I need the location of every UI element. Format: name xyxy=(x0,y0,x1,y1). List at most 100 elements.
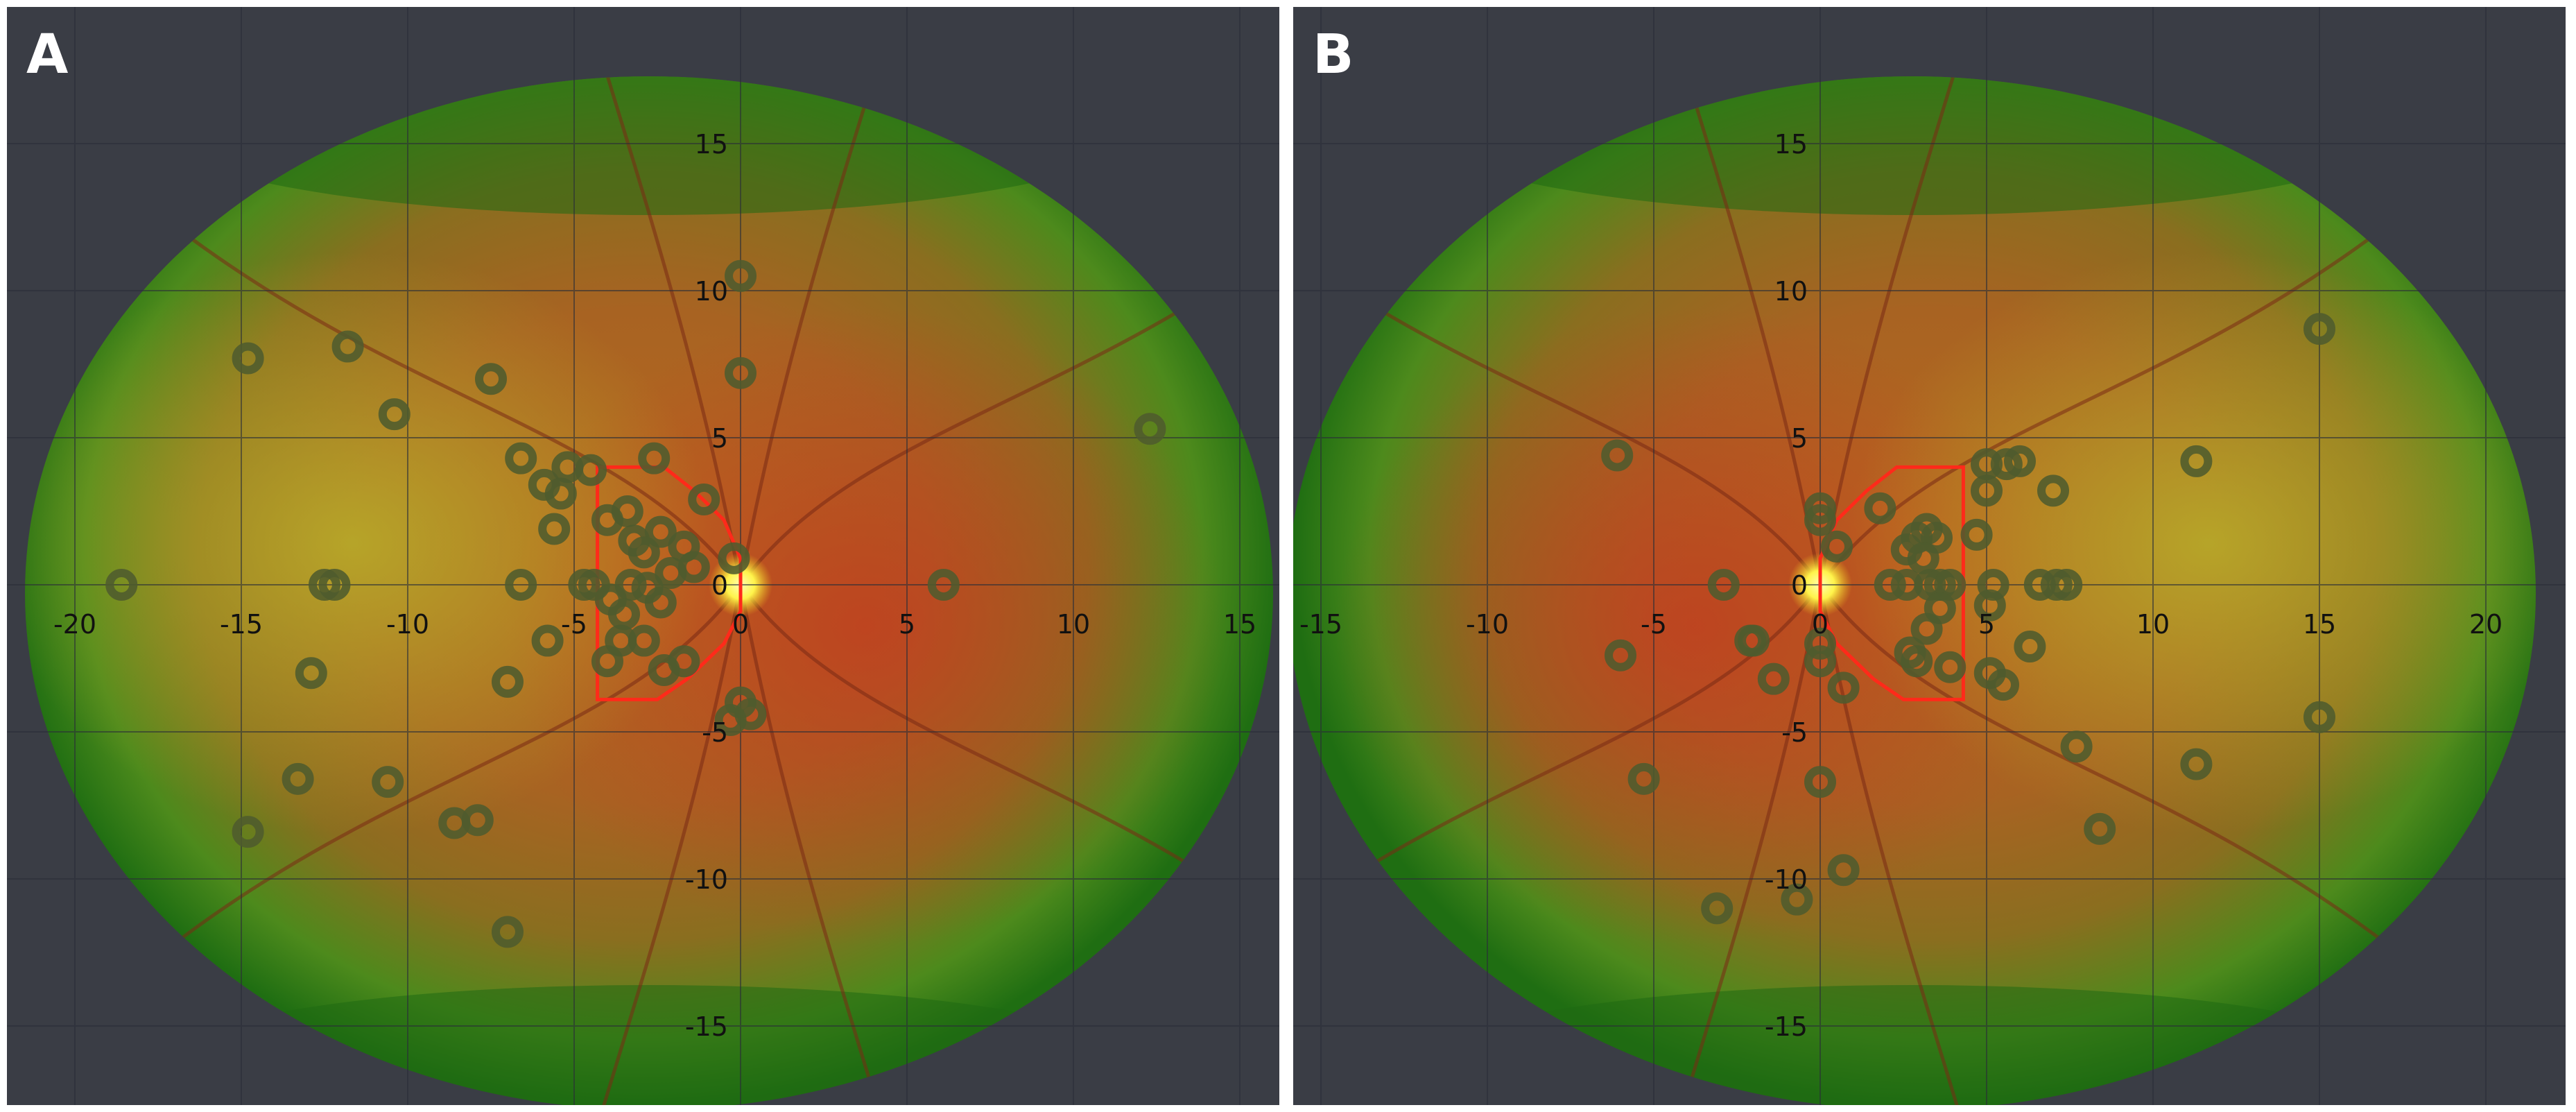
y-tick-label: 0 xyxy=(711,570,728,601)
y-tick-label: -15 xyxy=(685,1011,728,1042)
perimetry-mark xyxy=(1924,592,1956,624)
fundus-field xyxy=(25,76,1273,1105)
red-outline xyxy=(1818,465,1965,701)
perimetry-mark xyxy=(1827,672,1860,704)
perimetry-mark xyxy=(655,557,687,590)
perimetry-mark xyxy=(2303,701,2335,733)
perimetry-mark xyxy=(1605,639,1636,672)
perimetry-mark xyxy=(1987,669,2019,701)
perimetry-mark xyxy=(105,569,138,601)
fundus-panel-b: -15 -10 -5 0 5 10 15 20 15 10 5 -5 -10 -15 0 B xyxy=(1293,7,2566,1105)
perimetry-mark xyxy=(2060,730,2093,763)
perimetry-mark xyxy=(1907,542,1939,574)
x-tick-label: 5 xyxy=(1978,609,1995,640)
perimetry-mark xyxy=(538,513,571,545)
panel-label-b: B xyxy=(1313,24,1354,86)
perimetry-mark xyxy=(378,398,410,431)
fundus-image-a: -20 -15 -10 -5 0 5 10 15 15 10 5 -5 -10 -15 0 xyxy=(7,7,1279,1105)
x-tick-label: -5 xyxy=(1641,609,1667,640)
x-tick-label: -15 xyxy=(1299,609,1342,640)
perimetry-mark xyxy=(668,645,700,678)
perimetry-mark xyxy=(1804,627,1836,660)
perimetry-mark xyxy=(1921,522,1953,554)
coordinate-grid xyxy=(1293,7,2566,1105)
fundus-panel-a: -20 -15 -10 -5 0 5 10 15 15 10 5 -5 -10 -15 0 A xyxy=(7,7,1279,1105)
perimetry-mark xyxy=(1781,883,1813,916)
perimetry-mark xyxy=(461,804,494,837)
perimetry-mark xyxy=(628,624,660,657)
perimetry-mark xyxy=(1134,413,1166,445)
tick-labels: -15 -10 -5 0 5 10 15 20 15 10 5 -5 -10 -15 0 xyxy=(1299,129,2502,1042)
x-tick-label: -15 xyxy=(220,609,263,640)
perimetry-mark xyxy=(372,766,404,798)
red-outline xyxy=(596,465,743,701)
perimetry-mark xyxy=(1804,645,1836,678)
perimetry-mark xyxy=(475,363,507,395)
x-tick-label: 10 xyxy=(2136,609,2170,640)
perimetry-mark xyxy=(1707,569,1740,601)
y-tick-label: 10 xyxy=(1774,276,1808,307)
perimetry-mark xyxy=(1973,589,2006,622)
x-tick-label: 10 xyxy=(1057,609,1090,640)
perimetry-marks xyxy=(105,259,1166,948)
y-tick-label: -5 xyxy=(1781,717,1808,748)
perimetry-mark xyxy=(2180,748,2213,780)
x-tick-label: -5 xyxy=(561,609,587,640)
y-tick-label: 15 xyxy=(1774,129,1808,160)
perimetry-mark xyxy=(725,259,757,292)
perimetry-mark xyxy=(295,657,327,690)
perimetry-mark xyxy=(505,442,537,474)
perimetry-mark xyxy=(628,536,660,569)
perimetry-mark xyxy=(1864,492,1896,524)
perimetry-mark xyxy=(1601,439,1634,472)
perimetry-mark xyxy=(282,762,314,795)
perimetry-mark xyxy=(2050,569,2083,601)
perimetry-mark xyxy=(927,569,960,601)
perimetry-mark xyxy=(1804,766,1836,798)
perimetry-mark xyxy=(331,330,364,363)
perimetry-mark xyxy=(1990,448,2023,481)
perimetry-mark xyxy=(232,816,264,848)
perimetry-mark xyxy=(492,665,524,698)
y-tick-label: 5 xyxy=(1791,423,1808,454)
x-tick-label: 5 xyxy=(899,609,915,640)
perimetry-mark xyxy=(1934,651,1966,683)
x-tick-label: 15 xyxy=(1223,609,1256,640)
perimetry-mark xyxy=(2004,445,2036,477)
perimetry-mark xyxy=(1874,569,1906,601)
x-tick-label: -10 xyxy=(1466,609,1509,640)
y-tick-label: -10 xyxy=(685,864,728,895)
perimetry-mark xyxy=(1821,530,1853,563)
perimetry-mark xyxy=(1901,645,1933,678)
perimetry-mark xyxy=(688,484,720,516)
perimetry-mark xyxy=(2084,812,2116,845)
y-tick-label: 15 xyxy=(695,129,728,160)
x-tick-label: 20 xyxy=(2469,609,2502,640)
perimetry-mark xyxy=(1827,854,1860,887)
perimetry-mark xyxy=(575,454,607,486)
perimetry-mark xyxy=(1971,474,2003,507)
perimetry-mark xyxy=(614,569,647,601)
perimetry-mark xyxy=(725,357,757,389)
perimetry-mark xyxy=(1734,624,1767,657)
perimetry-mark xyxy=(1701,892,1734,925)
perimetry-mark xyxy=(1804,492,1836,524)
x-tick-label: 0 xyxy=(732,609,749,640)
perimetry-mark xyxy=(1804,504,1836,536)
perimetry-mark xyxy=(644,515,677,548)
perimetry-mark xyxy=(492,916,524,948)
fundus-image-b: -15 -10 -5 0 5 10 15 20 15 10 5 -5 -10 -15 0 xyxy=(1293,7,2566,1105)
y-tick-label: -10 xyxy=(1765,864,1808,895)
y-tick-label: 10 xyxy=(695,276,728,307)
x-tick-label: 15 xyxy=(2303,609,2336,640)
perimetry-mark xyxy=(638,442,671,474)
x-tick-label: -20 xyxy=(53,609,96,640)
perimetry-mark xyxy=(309,569,340,601)
tick-labels: -20 -15 -10 -5 0 5 10 15 15 10 5 -5 -10 -15 0 xyxy=(53,129,1256,1042)
y-tick-label: -5 xyxy=(702,717,728,748)
perimetry-mark xyxy=(2303,313,2335,345)
perimetry-mark xyxy=(1627,762,1660,795)
x-tick-label: 0 xyxy=(1812,609,1829,640)
y-tick-label: 0 xyxy=(1791,570,1808,601)
x-tick-label: -10 xyxy=(386,609,429,640)
